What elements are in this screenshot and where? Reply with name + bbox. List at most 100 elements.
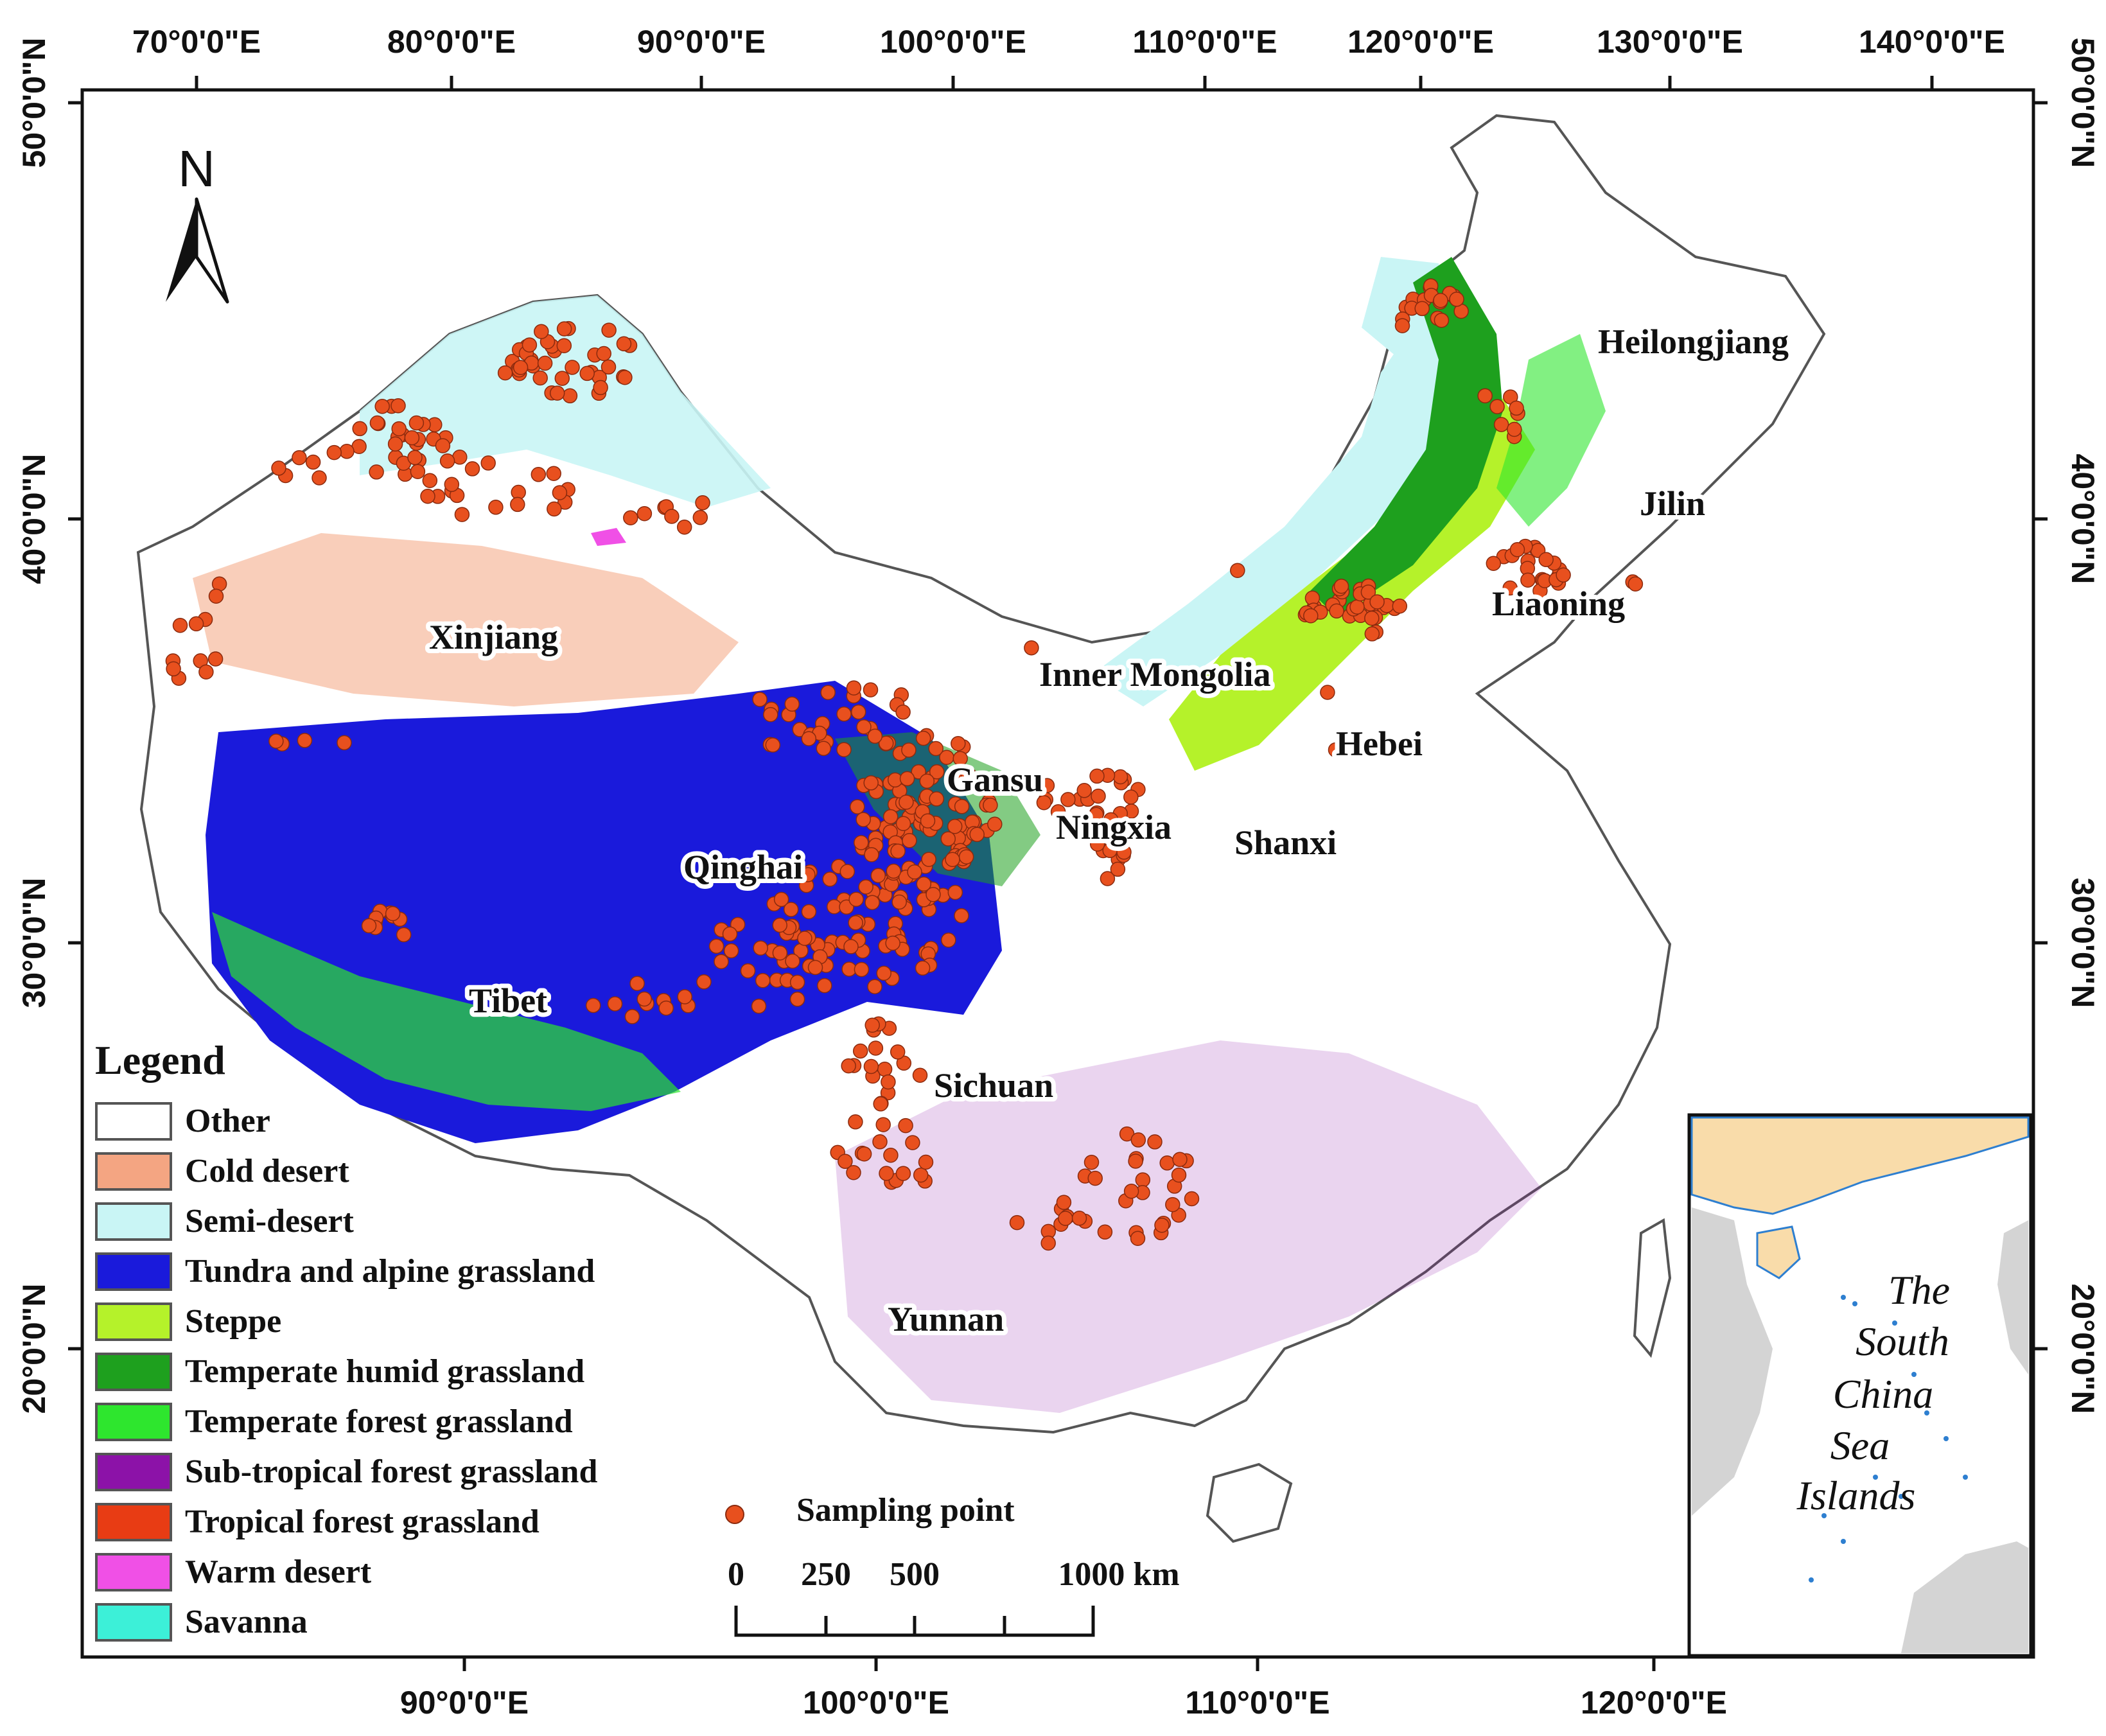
province-label-ningxia: Ningxia — [1056, 808, 1171, 846]
sampling-point — [1087, 1170, 1103, 1186]
sampling-point-legend: Sampling point — [725, 1492, 1015, 1529]
side-ticks — [68, 101, 2048, 1351]
north-arrow-icon — [166, 199, 197, 302]
sampling-point — [1050, 804, 1066, 820]
sampling-point — [883, 1147, 899, 1163]
scale-label-1000: 1000 km — [1058, 1556, 1179, 1593]
sampling-point — [585, 997, 601, 1013]
sampling-point — [752, 692, 768, 707]
sampling-point — [629, 976, 645, 991]
sampling-point — [783, 902, 799, 917]
sampling-point — [1103, 812, 1119, 828]
sampling-point — [881, 1074, 896, 1090]
sampling-point — [905, 1135, 920, 1150]
sampling-point — [188, 616, 204, 632]
sampling-point — [172, 617, 188, 633]
sampling-point — [846, 680, 862, 696]
legend-label: Semi-desert — [185, 1203, 354, 1240]
sampling-point — [864, 1017, 880, 1033]
sampling-point — [352, 421, 367, 437]
sampling-point — [873, 1096, 888, 1112]
sampling-point — [696, 974, 712, 990]
sampling-point — [658, 1000, 674, 1016]
sampling-point — [488, 500, 504, 515]
sampling-point — [1071, 1211, 1087, 1226]
sampling-point — [1165, 1197, 1180, 1213]
sampling-point — [1116, 845, 1132, 860]
right-lat-label: 40°0'0"N — [2065, 454, 2101, 584]
scale-label-500: 500 — [890, 1556, 940, 1593]
sampling-point — [1123, 789, 1139, 805]
top-lon-label: 100°0'0"E — [880, 24, 1026, 60]
sampling-point — [895, 816, 911, 832]
province-label-liaoning: Liaoning — [1492, 584, 1625, 623]
legend-swatch — [95, 1302, 172, 1341]
sampling-point — [1171, 1167, 1187, 1183]
top-lon-label: 120°0'0"E — [1347, 24, 1494, 60]
legend-swatch — [95, 1503, 172, 1541]
sampling-point — [636, 505, 653, 522]
sampling-point — [954, 799, 970, 814]
sampling-point — [623, 510, 638, 525]
sampling-point — [1039, 778, 1055, 793]
sampling-point — [692, 510, 708, 525]
bottom-ticks — [462, 1657, 1656, 1671]
sampling-point — [497, 365, 513, 381]
right-lat-label: 30°0'0"N — [2065, 878, 2101, 1008]
legend-label: Other — [185, 1103, 270, 1139]
sampling-point — [763, 706, 778, 723]
sampling-point — [534, 324, 549, 339]
sampling-point — [841, 1058, 856, 1074]
right-lat-label: 20°0'0"N — [2065, 1284, 2101, 1414]
sampling-point — [960, 765, 976, 781]
inset-indochina — [1692, 1207, 1773, 1516]
sampling-point — [268, 733, 284, 749]
sampling-point — [1369, 594, 1385, 609]
sampling-point — [546, 466, 561, 481]
sampling-point — [579, 365, 595, 381]
left-lat-label: 50°0'0"N — [16, 38, 52, 168]
sampling-point — [913, 1167, 929, 1183]
sampling-point — [596, 346, 611, 362]
sampling-point — [1489, 399, 1505, 414]
biome-cold-desert-tarim — [193, 533, 739, 706]
sampling-point — [513, 360, 529, 375]
sampling-point — [852, 1043, 868, 1059]
sampling-point — [1060, 792, 1076, 807]
sampling-point — [676, 519, 692, 535]
sampling-point — [901, 742, 917, 758]
sampling-point — [1392, 598, 1408, 614]
sampling-point — [920, 813, 936, 829]
sampling-point — [624, 1009, 640, 1024]
sampling-point — [339, 444, 355, 459]
sampling-point — [863, 1058, 879, 1074]
sampling-point — [1477, 388, 1493, 403]
sampling-point — [1089, 836, 1105, 852]
biome-temperate-forest-tibet — [212, 912, 681, 1111]
sampling-point — [593, 380, 608, 396]
sampling-point — [404, 430, 420, 446]
sampling-point — [1091, 788, 1106, 804]
legend-label: Steppe — [185, 1303, 281, 1340]
top-lon-label: 80°0'0"E — [387, 24, 516, 60]
scale-bar-line — [734, 1606, 1095, 1637]
sampling-point — [391, 421, 407, 437]
legend-label: Tundra and alpine grassland — [185, 1253, 595, 1290]
sampling-point — [1449, 292, 1464, 307]
sampling-point — [878, 735, 894, 751]
province-label-hebei: Hebei — [1336, 724, 1423, 763]
sampling-point — [1112, 769, 1128, 785]
top-lon-label: 110°0'0"E — [1132, 24, 1277, 60]
sampling-point — [952, 751, 968, 766]
sampling-point — [616, 336, 632, 352]
sampling-point — [856, 812, 871, 827]
sampling-point — [677, 989, 692, 1004]
sampling-point — [198, 664, 214, 679]
sampling-point — [601, 359, 617, 375]
sampling-point — [361, 918, 377, 934]
sampling-point — [1433, 293, 1448, 308]
north-arrow-icon-right — [195, 197, 229, 304]
sampling-point — [1128, 1153, 1143, 1169]
sampling-point — [480, 455, 496, 471]
